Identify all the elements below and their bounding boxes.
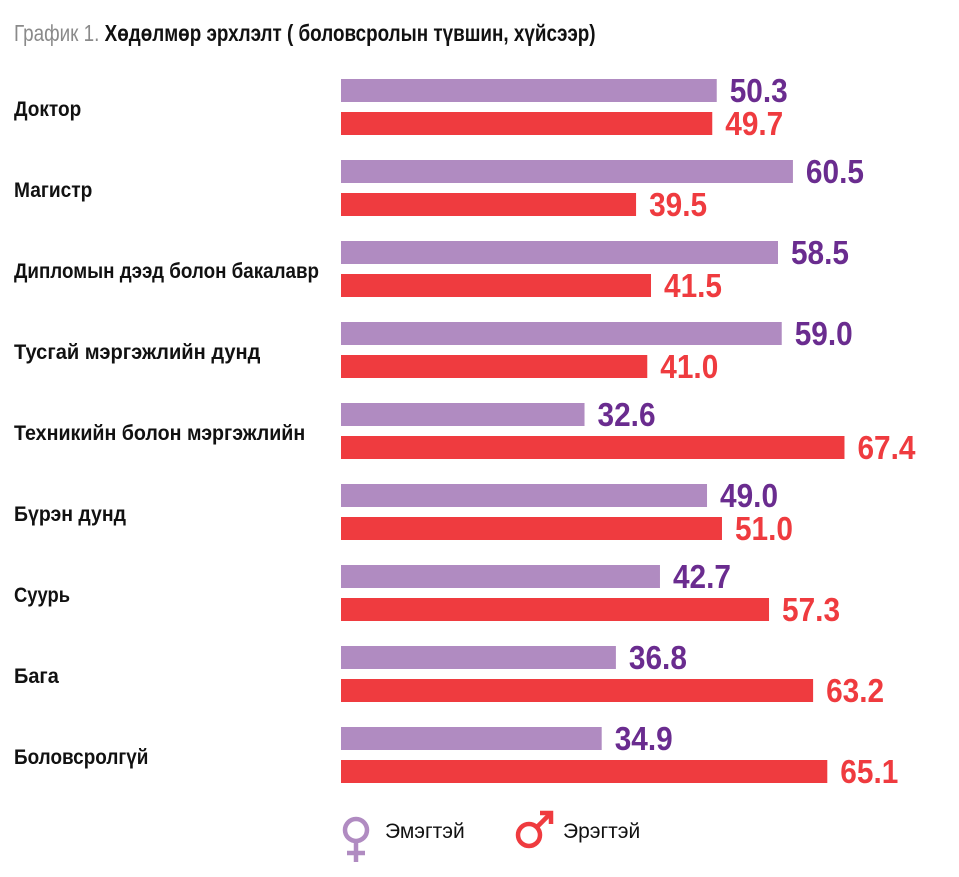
male-bar <box>341 355 648 378</box>
female-value-label: 49.0 <box>720 477 778 514</box>
male-bar <box>341 760 828 783</box>
chart-title-prefix: График 1. <box>14 20 100 46</box>
male-value-label: 41.0 <box>660 348 718 385</box>
category-label: Техникийн болон мэргэжлийн <box>14 422 305 445</box>
male-value-label: 39.5 <box>649 186 707 223</box>
male-bar <box>341 598 770 621</box>
female-value-label: 32.6 <box>598 396 656 433</box>
female-bar <box>341 322 782 345</box>
male-symbol-icon <box>515 810 554 849</box>
female-bar <box>341 79 717 102</box>
category-label: Тусгай мэргэжлийн дунд <box>14 341 260 364</box>
legend-male-label: Эрэгтэй <box>563 820 640 843</box>
category-label: Боловсролгүй <box>14 746 148 769</box>
female-value-label: 58.5 <box>791 234 849 271</box>
male-bar <box>341 679 814 702</box>
female-bar <box>341 646 616 669</box>
male-value-label: 49.7 <box>725 105 783 142</box>
male-value-label: 67.4 <box>857 429 916 466</box>
category-label: Суурь <box>14 584 70 607</box>
female-value-label: 59.0 <box>795 315 853 352</box>
chart-title: График 1. Хөдөлмөр эрхлэлт ( боловсролын… <box>14 20 596 47</box>
chart-title-main: Хөдөлмөр эрхлэлт ( боловсролын түвшин, х… <box>104 20 596 46</box>
male-value-label: 63.2 <box>826 672 884 709</box>
legend-female-label: Эмэгтэй <box>385 820 465 843</box>
female-value-label: 36.8 <box>629 639 687 676</box>
legend: Эмэгтэй Эрэгтэй <box>342 810 640 862</box>
female-bar <box>341 565 660 588</box>
male-bar <box>341 274 652 297</box>
female-bar <box>341 403 585 426</box>
male-value-label: 41.5 <box>664 267 722 304</box>
category-label: Бүрэн дунд <box>14 503 126 526</box>
plot-area: Доктор 50.349.7 Магистр 60.5 39.5 Дипломын дэ… <box>14 72 916 790</box>
category-label: Доктор <box>14 98 81 121</box>
female-value-label: 42.7 <box>673 558 731 595</box>
male-bar <box>341 436 845 459</box>
female-bar <box>341 727 602 750</box>
category-label: Бага <box>14 665 59 688</box>
male-value-label: 65.1 <box>840 753 898 790</box>
male-bar <box>341 517 722 540</box>
category-label: Дипломын дээд болон бакалавр <box>14 260 319 283</box>
male-value-label: 51.0 <box>735 510 793 547</box>
female-bar <box>341 484 708 507</box>
female-bar <box>341 241 778 264</box>
male-value-label: 57.3 <box>782 591 840 628</box>
female-value-label: 34.9 <box>615 720 673 757</box>
male-bar <box>341 193 637 216</box>
female-value-label: 50.3 <box>730 72 788 109</box>
female-symbol-icon <box>342 816 370 862</box>
male-bar <box>341 112 713 135</box>
category-label: Магистр <box>14 179 92 202</box>
female-value-label: 60.5 <box>806 153 864 190</box>
female-bar <box>341 160 793 183</box>
